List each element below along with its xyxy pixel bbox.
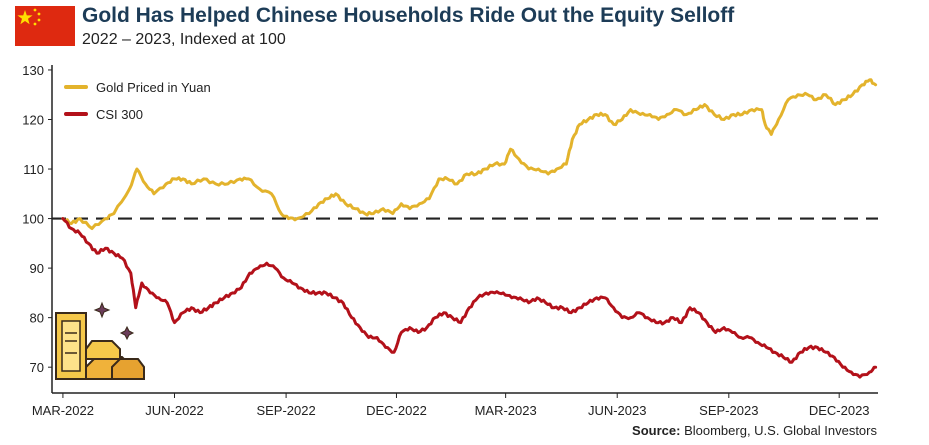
legend: Gold Priced in Yuan CSI 300 (64, 80, 211, 122)
y-tick-label: 90 (30, 261, 44, 276)
source-text: Bloomberg, U.S. Global Investors (684, 423, 877, 438)
y-tick-label: 70 (30, 360, 44, 375)
source-label: Source: (632, 423, 681, 438)
series-line-gold (61, 78, 878, 230)
series-line-csi (61, 217, 878, 379)
x-tick-label: MAR-2022 (32, 403, 94, 418)
chart-title: Gold Has Helped Chinese Households Ride … (82, 4, 735, 27)
y-tick-label: 100 (22, 212, 44, 227)
x-tick-label: SEP-2023 (699, 403, 758, 418)
legend-label-csi: CSI 300 (96, 107, 143, 122)
x-tick-label: MAR-2023 (475, 403, 537, 418)
legend-label-gold: Gold Priced in Yuan (96, 80, 211, 95)
x-tick-label: SEP-2022 (256, 403, 315, 418)
x-tick-label: JUN-2023 (588, 403, 647, 418)
x-tick-label: JUN-2022 (145, 403, 204, 418)
chart-subtitle: 2022 – 2023, Indexed at 100 (82, 31, 286, 48)
series-layer (61, 78, 878, 379)
line-chart: 70 80 90 100 110 120 130 MAR-2022 JUN-2022 SEP-2… (22, 63, 878, 418)
x-axis: MAR-2022 JUN-2022 SEP-2022 DEC-2022 MAR-2023… (32, 392, 878, 418)
y-tick-label: 120 (22, 112, 44, 127)
china-flag-icon (15, 6, 75, 46)
y-tick-label: 110 (23, 162, 44, 177)
y-tick-label: 80 (30, 311, 44, 326)
y-axis: 70 80 90 100 110 120 130 (22, 63, 53, 393)
x-tick-label: DEC-2023 (809, 403, 870, 418)
x-tick-label: DEC-2022 (366, 403, 427, 418)
gold-bars-icon (55, 301, 145, 380)
y-tick-label: 130 (22, 63, 44, 78)
source-note: Source: Bloomberg, U.S. Global Investors (632, 423, 877, 438)
